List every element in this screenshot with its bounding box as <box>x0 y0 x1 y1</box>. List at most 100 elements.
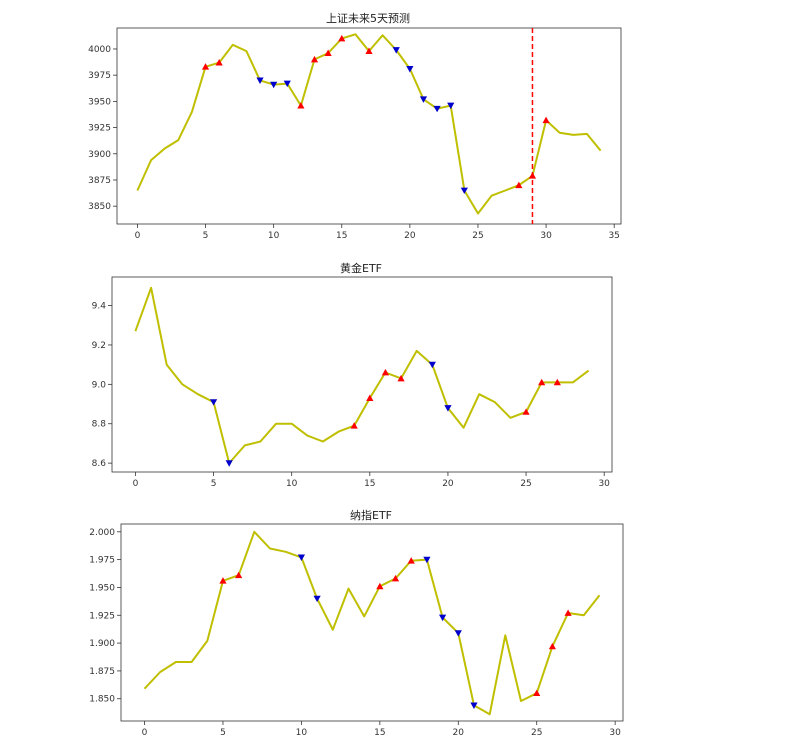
buy-marker-up-triangle <box>366 394 374 402</box>
plot-frame <box>111 276 613 473</box>
buy-marker-up-triangle <box>297 101 305 109</box>
plot-area: 0 5 10 15 20 25 30 35 3850 3875 3900 3925 3950 3975 40… <box>88 28 620 241</box>
buy-marker-up-triangle <box>533 689 541 697</box>
buy-marker-up-triangle <box>553 378 561 386</box>
x-tick-label: 15 <box>364 479 375 489</box>
y-tick-label: 9.2 <box>92 341 106 351</box>
x-tick-label: 35 <box>608 231 619 241</box>
y-tick-label: 1.975 <box>89 556 115 566</box>
sell-marker-down-triangle <box>470 702 478 710</box>
buy-marker-up-triangle <box>376 582 384 590</box>
plot-frame <box>116 27 622 225</box>
sell-marker-down-triangle <box>444 405 452 412</box>
y-tick-label: 4000 <box>88 45 111 55</box>
x-tick-label: 25 <box>520 479 531 489</box>
buy-marker-up-triangle <box>522 408 530 415</box>
buy-marker-up-triangle <box>310 55 319 63</box>
buy-marker-up-triangle <box>215 58 223 66</box>
x-tick-label: 15 <box>374 728 385 738</box>
series-line <box>134 286 590 465</box>
y-tick-label: 9.0 <box>92 380 107 390</box>
sell-marker-down-triangle <box>209 399 218 406</box>
y-tick-label: 8.6 <box>92 459 107 469</box>
buy-marker-up-triangle <box>219 577 227 584</box>
sell-marker-down-triangle <box>297 554 306 561</box>
x-tick-label: 25 <box>472 231 483 241</box>
x-tick-label: 25 <box>531 728 542 738</box>
buy-marker-up-triangle <box>350 422 358 429</box>
series-line <box>143 530 601 716</box>
sell-marker-down-triangle <box>283 80 291 88</box>
x-tick-label: 20 <box>404 231 416 241</box>
sell-marker-down-triangle <box>256 77 264 85</box>
series-line <box>136 33 602 215</box>
buy-marker-up-triangle <box>515 181 523 189</box>
buy-marker-up-triangle <box>397 374 405 382</box>
chart-shangzheng: 上证未来5天预测 0 5 10 15 20 25 30 35 3850 3875 3900 3925 3… <box>88 12 622 241</box>
sell-marker-down-triangle <box>447 102 455 110</box>
x-tick-label: 5 <box>220 728 226 738</box>
chart-title: 上证未来5天预测 <box>326 12 410 25</box>
x-tick-label: 10 <box>286 479 298 489</box>
x-tick-label: 10 <box>268 231 280 241</box>
sell-marker-down-triangle <box>406 65 414 73</box>
sell-marker-down-triangle <box>270 81 278 89</box>
plot-area: 0 5 10 15 20 25 30 8.6 8.8 9.0 9.2 9.4 <box>92 286 610 489</box>
buy-marker-up-triangle <box>528 172 537 179</box>
sell-marker-down-triangle <box>433 105 441 113</box>
chart-title: 纳指ETF <box>350 508 392 522</box>
y-tick-label: 3875 <box>88 176 111 186</box>
x-tick-label: 30 <box>598 479 610 489</box>
y-tick-label: 1.900 <box>89 639 115 649</box>
chart-title: 黄金ETF <box>340 261 382 275</box>
buy-marker-up-triangle <box>542 116 550 124</box>
buy-marker-up-triangle <box>235 571 243 579</box>
x-tick-label: 20 <box>442 479 454 489</box>
y-tick-label: 3850 <box>88 202 111 212</box>
x-tick-label: 10 <box>296 728 308 738</box>
buy-marker-up-triangle <box>548 642 557 650</box>
sell-marker-down-triangle <box>454 630 462 637</box>
x-tick-label: 20 <box>453 728 465 738</box>
buy-marker-up-triangle <box>338 34 346 42</box>
buy-marker-up-triangle <box>201 63 210 70</box>
sell-marker-down-triangle <box>225 460 233 467</box>
x-tick-label: 0 <box>133 479 139 489</box>
sell-marker-down-triangle <box>460 187 468 195</box>
y-tick-label: 3900 <box>88 150 111 160</box>
x-tick-label: 15 <box>336 231 347 241</box>
y-tick-label: 2.000 <box>89 528 115 538</box>
chart-gold-etf: 黄金ETF 0 5 10 15 20 25 30 8.6 8.8 9.0 9.2 9.4 <box>92 261 613 489</box>
sell-marker-down-triangle <box>428 361 436 369</box>
y-tick-label: 3950 <box>88 97 111 107</box>
y-tick-label: 8.8 <box>92 420 107 430</box>
x-tick-label: 5 <box>203 231 209 241</box>
x-tick-label: 0 <box>142 728 148 738</box>
buy-marker-up-triangle <box>365 47 373 54</box>
x-tick-label: 5 <box>211 479 217 489</box>
buy-marker-up-triangle <box>391 574 400 582</box>
y-tick-label: 1.850 <box>89 695 115 705</box>
sell-marker-down-triangle <box>438 614 447 622</box>
y-tick-label: 1.875 <box>89 667 115 677</box>
buy-marker-up-triangle <box>381 368 390 376</box>
buy-marker-up-triangle <box>538 378 546 386</box>
plot-area: 0 5 10 15 20 25 30 1.850 1.875 1.900 1.925 1.950 1.9… <box>89 528 621 738</box>
sell-marker-down-triangle <box>392 47 400 54</box>
buy-marker-up-triangle <box>407 557 415 564</box>
chart-nasdaq-etf: 纳指ETF 0 5 10 15 20 25 30 1.850 1.875 1.900 1.925 1.… <box>89 508 624 738</box>
buy-marker-up-triangle <box>324 49 332 57</box>
y-tick-label: 9.4 <box>92 302 107 312</box>
buy-marker-up-triangle <box>564 609 572 616</box>
x-tick-label: 0 <box>135 231 141 241</box>
x-tick-label: 30 <box>609 728 621 738</box>
y-tick-label: 1.950 <box>89 583 115 593</box>
y-tick-label: 3975 <box>88 71 111 81</box>
plot-frame <box>120 523 624 722</box>
x-tick-label: 30 <box>540 231 552 241</box>
sell-marker-down-triangle <box>419 96 428 103</box>
sell-marker-down-triangle <box>423 556 431 564</box>
y-tick-label: 1.925 <box>89 611 115 621</box>
sell-marker-down-triangle <box>313 595 321 603</box>
